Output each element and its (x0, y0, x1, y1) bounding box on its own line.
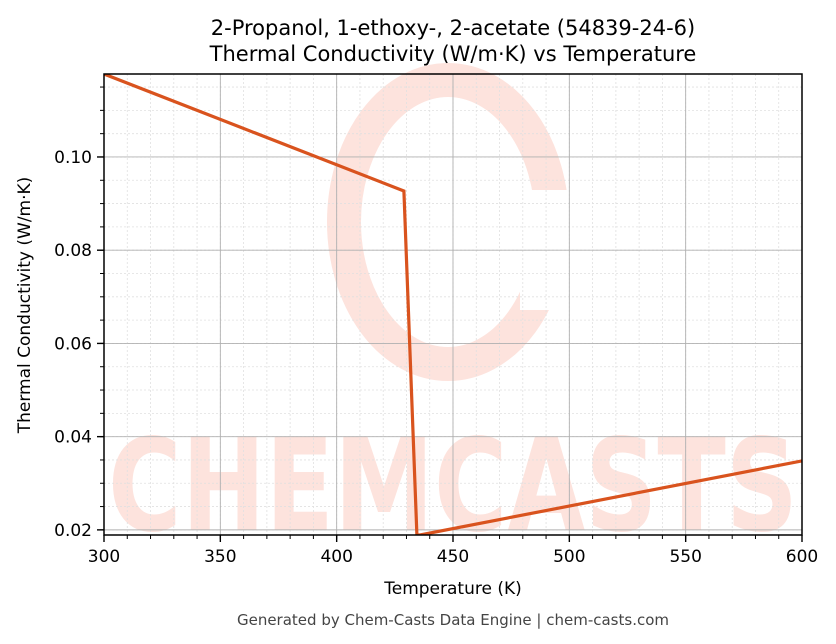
plot-area: CHEMCASTS (103, 63, 803, 561)
y-tick-label: 0.10 (54, 148, 92, 168)
x-tick-label: 400 (320, 547, 352, 567)
grid-major (103, 74, 803, 535)
x-tick-label: 500 (553, 547, 585, 567)
y-axis-label: Thermal Conductivity (W/m·K) (15, 177, 35, 435)
y-tick-label: 0.04 (54, 428, 92, 448)
x-tick-label: 550 (669, 547, 701, 567)
chart-title: 2-Propanol, 1-ethoxy-, 2-acetate (54839-… (211, 16, 695, 40)
y-tick-label: 0.08 (54, 241, 92, 261)
x-tick-label: 600 (786, 547, 818, 567)
axis-ticks (97, 86, 803, 542)
x-tick-labels: 300 350 400 450 500 550 600 (88, 547, 818, 567)
data-line (104, 74, 802, 535)
x-tick-label: 450 (437, 547, 469, 567)
footer-credit: Generated by Chem-Casts Data Engine | ch… (237, 611, 669, 629)
y-tick-label: 0.02 (54, 521, 92, 541)
x-axis-label: Temperature (K) (383, 579, 522, 599)
y-tick-label: 0.06 (54, 334, 92, 354)
chart-subtitle: Thermal Conductivity (W/m·K) vs Temperat… (209, 42, 697, 66)
x-tick-label: 300 (88, 547, 120, 567)
y-tick-labels: 0.02 0.04 0.06 0.08 0.10 (54, 148, 92, 541)
x-tick-label: 350 (204, 547, 236, 567)
